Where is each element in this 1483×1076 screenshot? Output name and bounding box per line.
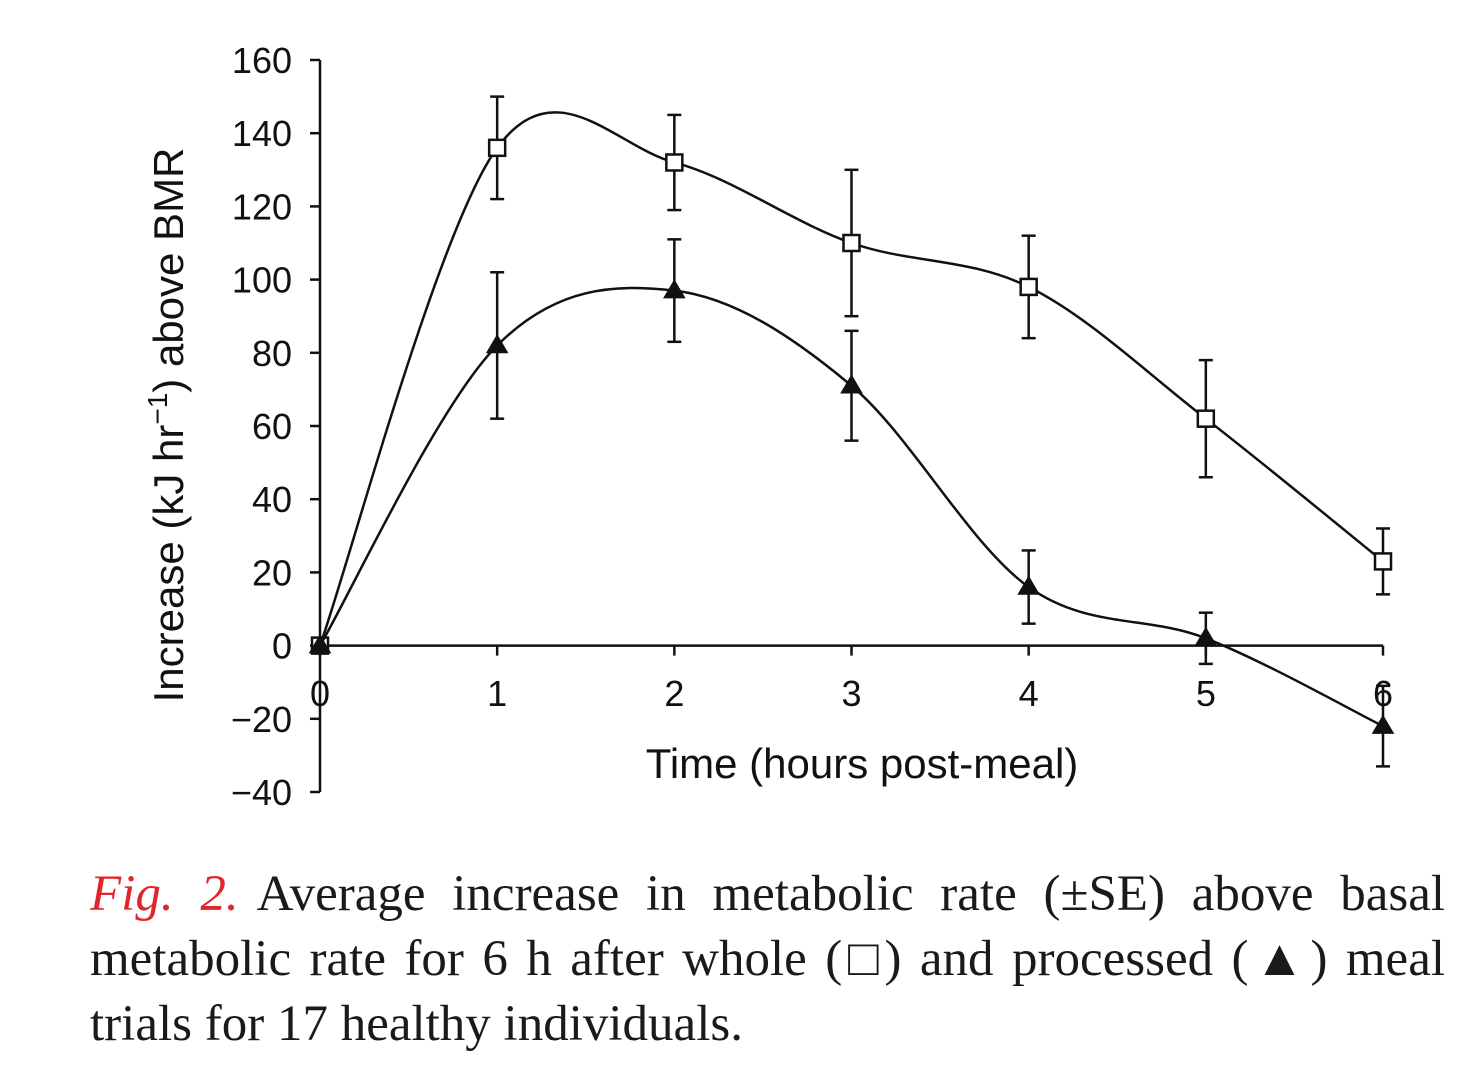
x-tick-label: 2: [664, 673, 684, 714]
y-tick-label: 120: [232, 186, 292, 227]
y-tick-label: 60: [252, 406, 292, 447]
data-point-whole: [487, 138, 507, 158]
y-axis-ticks: 160 140 120 100 80 60 40 20 0 −20 −40: [231, 40, 320, 813]
y-tick-label: 140: [232, 113, 292, 154]
data-point-processed: [1371, 714, 1395, 734]
data-point-whole: [842, 233, 861, 253]
figure-label: Fig. 2.: [90, 866, 239, 922]
x-tick-label: 3: [841, 673, 861, 714]
data-point-processed: [308, 634, 332, 654]
y-axis-label-superscript: −1: [142, 393, 173, 425]
data-point-processed: [1194, 626, 1218, 647]
series-layer: [308, 95, 1395, 768]
y-tick-label: 160: [232, 40, 292, 81]
x-axis-label: Time (hours post-meal): [646, 740, 1079, 787]
data-point-processed: [1017, 575, 1040, 595]
y-tick-label: 20: [252, 552, 292, 593]
data-point-whole: [665, 153, 684, 172]
y-tick-label: 40: [252, 479, 292, 520]
data-point-processed: [485, 334, 509, 354]
y-tick-label: 100: [232, 260, 292, 301]
data-point-processed: [840, 374, 863, 394]
y-axis-label-main: Increase (kJ hr: [145, 425, 192, 703]
data-point-whole: [1019, 277, 1038, 297]
x-tick-label: 5: [1196, 673, 1216, 714]
y-tick-label: −40: [231, 772, 292, 813]
data-point-processed: [663, 279, 686, 299]
series-whole: [310, 95, 1393, 655]
y-tick-label: 0: [272, 626, 292, 667]
x-tick-label: 4: [1019, 673, 1039, 714]
data-point-whole: [1373, 552, 1393, 571]
series-processed: [308, 238, 1395, 768]
y-axis-label-tail: ) above BMR: [145, 148, 192, 393]
caption-text: Average increase in metabolic rate (±SE)…: [90, 866, 1445, 1052]
x-tick-label: 1: [487, 673, 507, 714]
y-tick-label: −20: [231, 699, 292, 740]
y-axis-label: Increase (kJ hr−1) above BMR: [142, 148, 192, 703]
data-point-whole: [1196, 409, 1216, 428]
y-tick-label: 80: [252, 333, 292, 374]
figure-caption: Fig. 2. Average increase in metabolic rat…: [90, 862, 1445, 1057]
